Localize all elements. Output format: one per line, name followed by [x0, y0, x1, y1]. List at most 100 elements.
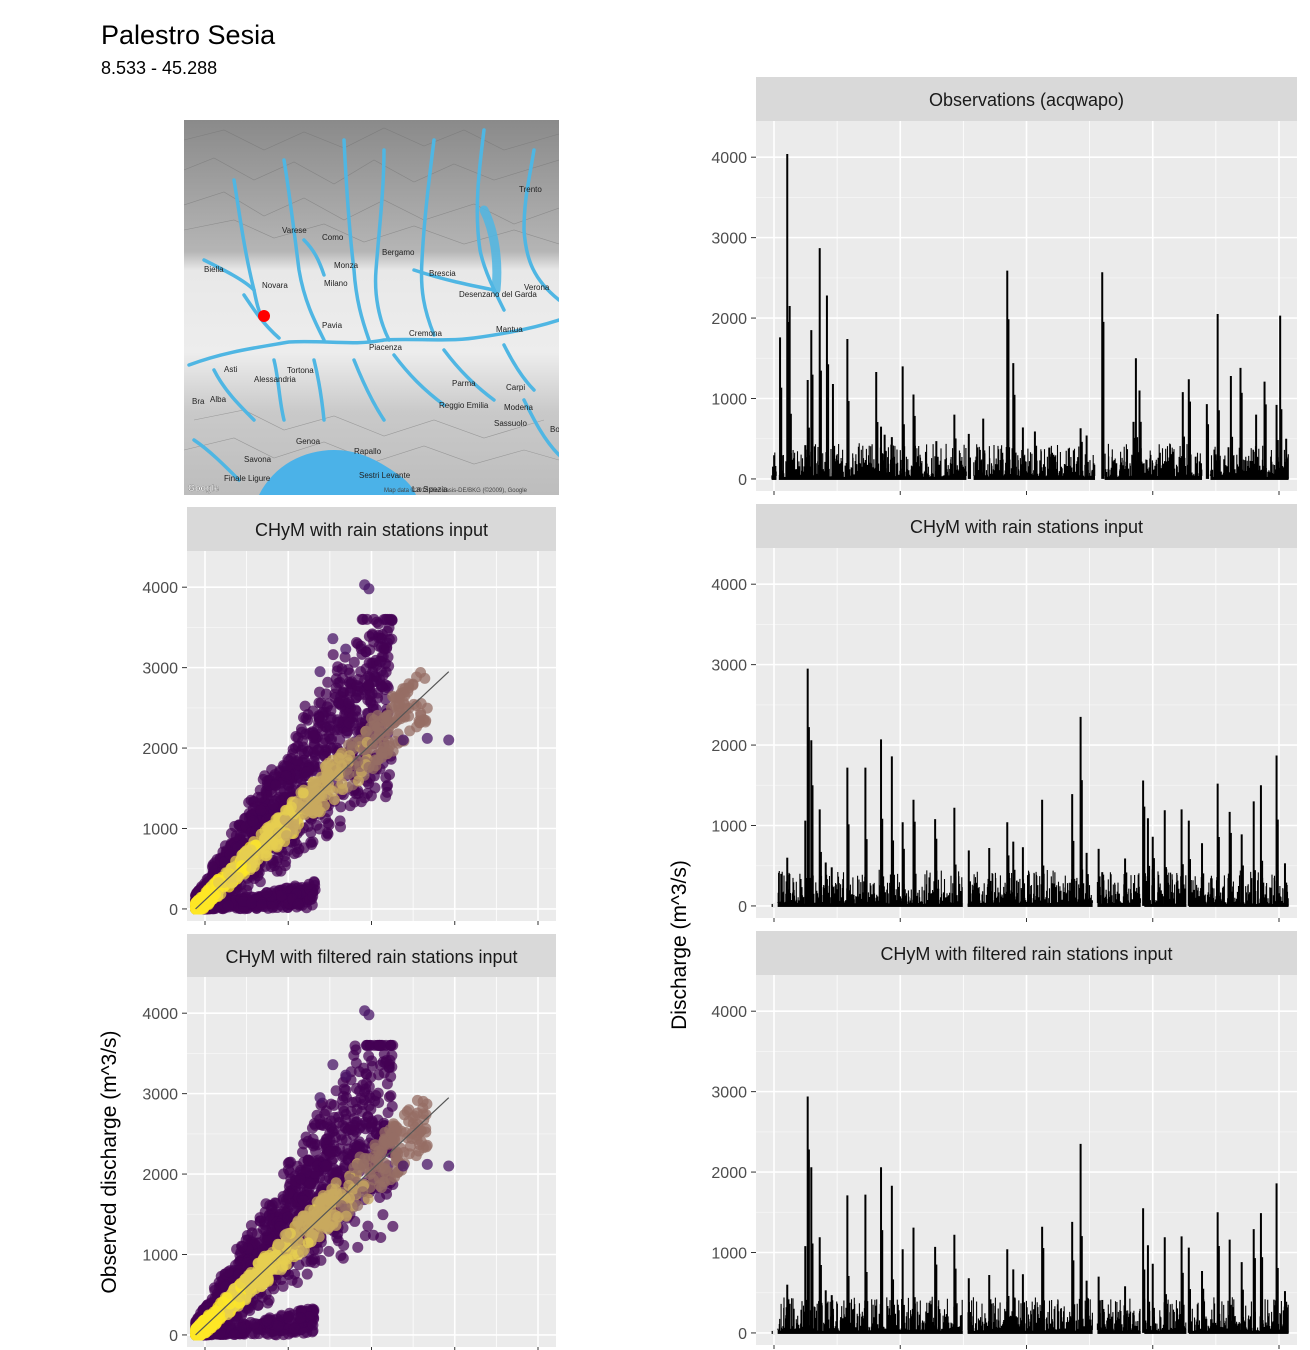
scatter-point — [288, 818, 300, 830]
scatter-point — [236, 1241, 248, 1253]
scatter-point — [347, 741, 359, 753]
panel-ts-rain: CHyM with rain stations input01000200030… — [711, 504, 1297, 922]
scatter-point — [260, 850, 272, 862]
scatter-point — [310, 776, 322, 788]
scatter-point — [343, 667, 355, 679]
scatter-point — [311, 1109, 323, 1121]
scatter-point — [305, 1256, 317, 1268]
scatter-point — [280, 1228, 292, 1240]
y-tick-label: 3000 — [142, 661, 178, 678]
scatter-point — [404, 725, 416, 737]
scatter-point — [312, 744, 324, 756]
scatter-point — [297, 735, 309, 747]
scatter-point — [372, 1114, 384, 1126]
map-label: Como — [322, 233, 344, 242]
scatter-point — [302, 1237, 314, 1249]
y-tick-label: 4000 — [142, 580, 178, 597]
scatter-point — [313, 697, 325, 709]
map-label: Varese — [282, 226, 307, 235]
station-title: Palestro Sesia — [101, 20, 276, 50]
scatter-point — [331, 1165, 343, 1177]
scatter-point — [380, 791, 392, 803]
scatter-point-notable — [397, 1160, 409, 1172]
data-gap — [962, 902, 968, 908]
scatter-point — [281, 882, 293, 894]
scatter-point — [281, 1253, 293, 1265]
map-label: Biella — [204, 265, 224, 274]
scatter-point — [300, 713, 312, 725]
scatter-point — [267, 799, 279, 811]
scatter-point — [339, 651, 351, 663]
scatter-point — [254, 784, 266, 796]
scatter-point — [279, 814, 291, 826]
y-tick-label: 2000 — [711, 738, 747, 755]
panel-strip — [187, 934, 556, 977]
scatter-point — [298, 1327, 310, 1339]
scatter-point — [348, 796, 360, 808]
scatter-point — [381, 781, 393, 793]
scatter-point — [389, 700, 401, 712]
scatter-point — [328, 794, 340, 806]
scatter-point — [352, 775, 364, 787]
scatter-point — [325, 1098, 337, 1110]
scatter-point — [283, 1310, 295, 1322]
river-network — [187, 128, 559, 482]
scatter-point — [280, 770, 292, 782]
scatter-point — [374, 1191, 386, 1203]
station-coordinates: 8.533 - 45.288 — [101, 58, 218, 78]
scatter-point — [381, 641, 393, 653]
scatter-point — [334, 734, 346, 746]
map-label: Brescia — [429, 269, 456, 278]
map-label: Mantua — [496, 325, 523, 334]
scatter-point — [342, 768, 354, 780]
scatter-point — [320, 1133, 332, 1145]
map-label: Bo — [550, 425, 559, 434]
scatter-point — [244, 1304, 256, 1316]
scatter-point — [319, 1160, 331, 1172]
scatter-point — [321, 827, 333, 839]
scatter-points — [190, 1005, 455, 1341]
panel-title: CHyM with filtered rain stations input — [880, 944, 1172, 964]
y-tick-label: 0 — [169, 1328, 178, 1345]
y-tick-label: 2000 — [142, 741, 178, 758]
scatter-point — [377, 1209, 389, 1221]
scatter-point — [350, 704, 362, 716]
scatter-point — [350, 637, 362, 649]
scatter-point — [280, 856, 292, 868]
map-label: Parma — [452, 379, 476, 388]
scatter-point — [348, 1049, 360, 1061]
scatter-point — [281, 761, 293, 773]
scatter-point-notable — [363, 1009, 375, 1021]
scatter-point — [378, 729, 390, 741]
y-tick-label: 1000 — [711, 392, 747, 409]
map-label: Bra — [192, 397, 205, 406]
scatter-point — [373, 1097, 385, 1109]
map-label: Bergamo — [382, 248, 415, 257]
scatter-point — [367, 700, 379, 712]
scatter-point — [260, 1224, 272, 1236]
panel-ts-filtered: CHyM with filtered rain stations input01… — [711, 931, 1297, 1349]
scatter-point — [348, 656, 360, 668]
scatter-point-notable — [421, 732, 433, 744]
scatter-point — [222, 1266, 234, 1278]
scatter-point — [191, 1322, 203, 1334]
scatter-point — [247, 815, 259, 827]
scatter-point — [261, 1315, 273, 1327]
scatter-point — [359, 1230, 371, 1242]
scatter-point — [323, 769, 335, 781]
scatter-point — [280, 804, 292, 816]
scatter-point — [332, 714, 344, 726]
scatter-point — [349, 1040, 361, 1052]
scatter-point — [331, 1232, 343, 1244]
map-label: Rapallo — [354, 447, 382, 456]
y-tick-label: 3000 — [142, 1087, 178, 1104]
scatter-point — [371, 721, 383, 733]
y-tick-label: 4000 — [711, 577, 747, 594]
scatter-point — [292, 1217, 304, 1229]
y-tick-label: 2000 — [711, 311, 747, 328]
scatter-point — [266, 839, 278, 851]
scatter-point — [321, 760, 333, 772]
map-label: Piacenza — [369, 343, 402, 352]
